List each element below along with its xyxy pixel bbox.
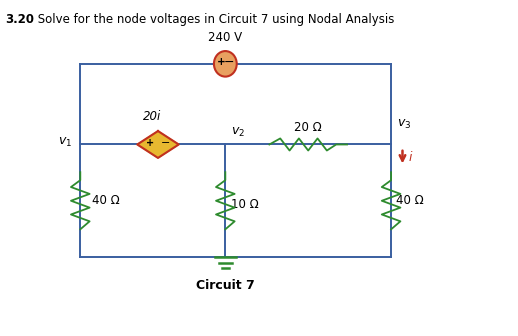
Text: 20i: 20i <box>142 110 161 123</box>
Text: 240 V: 240 V <box>208 31 242 44</box>
Text: 20 Ω: 20 Ω <box>294 121 322 134</box>
Text: $v_3$: $v_3$ <box>397 118 412 131</box>
Text: +: + <box>217 57 226 68</box>
Text: 3.20: 3.20 <box>5 13 34 27</box>
Text: 10 Ω: 10 Ω <box>231 198 258 211</box>
Text: +: + <box>146 138 154 149</box>
Text: −: − <box>161 138 170 149</box>
Text: 40 Ω: 40 Ω <box>92 194 120 207</box>
Text: 40 Ω: 40 Ω <box>396 194 424 207</box>
Text: $i$: $i$ <box>408 150 413 164</box>
Text: $v_2$: $v_2$ <box>231 126 244 139</box>
Text: −: − <box>224 56 235 69</box>
Text: Circuit 7: Circuit 7 <box>196 279 255 292</box>
Polygon shape <box>137 131 179 158</box>
Text: Solve for the node voltages in Circuit 7 using Nodal Analysis: Solve for the node voltages in Circuit 7… <box>34 13 394 27</box>
Text: $v_1$: $v_1$ <box>59 136 73 149</box>
Ellipse shape <box>214 51 237 77</box>
